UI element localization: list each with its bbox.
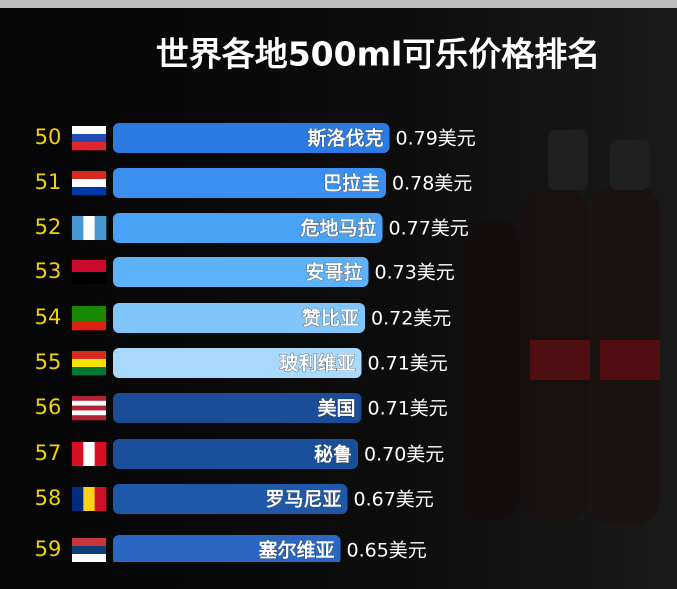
category-label: 玻利维亚 [279,352,355,375]
chart-title: 世界各地500ml可乐价格排名 [156,35,601,74]
category-label: 斯洛伐克 [307,127,383,150]
flag [72,126,106,135]
rank-label: 51 [35,170,62,194]
flag [72,487,84,511]
bar [113,213,383,243]
flag [72,314,106,323]
bar [113,123,390,153]
category-label: 巴拉圭 [323,172,380,195]
category-label: 美国 [317,397,355,420]
rank-label: 57 [35,441,62,465]
flag [72,322,106,331]
flag [72,367,106,376]
value-label: 0.78美元 [392,173,472,195]
flag [72,142,106,151]
flag [83,487,95,511]
flag [72,260,106,273]
flag [72,179,106,188]
value-label: 0.72美元 [371,308,451,330]
category-label: 塞尔维亚 [258,539,334,562]
value-label: 0.67美元 [354,489,434,511]
flag [94,216,107,240]
value-label: 0.70美元 [364,444,444,466]
flag [72,306,106,315]
flag [72,216,84,240]
rank-label: 56 [35,395,62,419]
flag [72,171,106,180]
category-label: 秘鲁 [314,443,352,466]
value-label: 0.65美元 [347,540,427,562]
rank-label: 52 [35,215,62,239]
flag [94,487,107,511]
value-label: 0.71美元 [368,353,448,375]
flag [72,415,106,421]
rank-label: 59 [35,537,62,561]
flag [72,410,106,416]
flag [72,351,106,360]
flag [72,272,106,285]
flag [72,187,106,196]
rank-label: 54 [35,305,62,329]
rank-label: 50 [35,125,62,149]
bar [113,439,358,469]
bar [113,168,386,198]
flag [83,442,95,466]
flag [72,538,106,547]
bar [113,348,362,378]
rank-label: 55 [35,350,62,374]
category-label: 危地马拉 [300,217,376,240]
category-label: 罗马尼亚 [265,489,341,511]
flag [72,405,106,411]
bar [113,257,369,287]
value-label: 0.79美元 [396,128,476,150]
bar [113,535,341,562]
rank-label: 53 [35,259,62,283]
top-strip [0,0,677,8]
bar [113,393,362,423]
flag [94,442,107,466]
flag [83,216,95,240]
rank-label: 58 [35,486,62,510]
flag [72,134,106,143]
flag [72,442,84,466]
value-label: 0.71美元 [368,398,448,420]
flag [72,359,106,368]
category-label: 安哥拉 [305,261,362,284]
bottles [460,130,660,525]
value-label: 0.73美元 [375,262,455,284]
flag [72,396,106,402]
bar [113,303,365,333]
flag [72,400,106,406]
category-label: 赞比亚 [301,308,359,330]
flag [72,554,106,562]
plot: 50 斯洛伐克 0.79美元 51 巴拉圭 0.78美元 52 危地马拉 0.77美元 53 安哥拉… [35,123,476,562]
bar [113,484,348,514]
value-label: 0.77美元 [389,218,469,240]
flag [72,546,106,555]
